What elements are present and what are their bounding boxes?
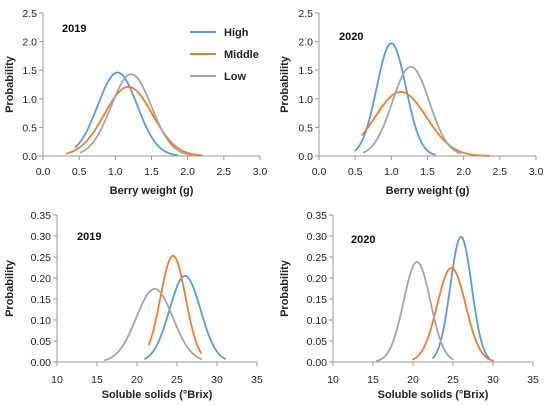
x-tick-label: 2.5	[217, 166, 232, 178]
y-tick-label: 1.0	[22, 94, 37, 106]
y-tick-label: 1.5	[22, 65, 37, 77]
y-tick-label: 0.05	[307, 336, 328, 348]
x-tick-label: 2.0	[180, 166, 195, 178]
series-line-middle	[65, 85, 204, 157]
series-line-high	[144, 274, 226, 360]
chart-panel-1: 0.0 0.5 1.0 1.5 2.0 2.5 0.0 0.5 1.0 1.5 2.0 2.5 3.0 B…	[4, 8, 267, 197]
legend-label-low: Low	[224, 71, 246, 83]
chart-panel-3: 0.00 0.05 0.10 0.15 0.20 0.25 0.30 0.35 10 15 20 25…	[4, 210, 263, 401]
x-tick-label: 15	[91, 374, 103, 386]
x-axis-label: Soluble solids (°Brix)	[102, 389, 213, 401]
x-tick-label: 1.5	[420, 166, 435, 178]
y-tick-label: 1.5	[298, 65, 313, 77]
y-tick-label: 0.25	[307, 252, 328, 264]
x-tick-label: 3.0	[529, 166, 544, 178]
x-tick-label: 0.0	[312, 166, 327, 178]
x-tick-label: 1.5	[144, 166, 159, 178]
y-axis-label: Probability	[279, 259, 291, 317]
series-line-low	[376, 261, 454, 362]
x-tick-label: 0.0	[36, 166, 51, 178]
legend: High Middle Low	[190, 27, 259, 83]
y-tick-label: 0.5	[298, 122, 313, 134]
y-tick-label: 1.0	[298, 94, 313, 106]
y-tick-label: 2.5	[22, 8, 37, 20]
series-line-low	[362, 65, 461, 155]
x-tick-label: 35	[527, 374, 539, 386]
y-tick-label: 0.30	[31, 231, 52, 243]
series-line-high	[74, 71, 178, 156]
x-tick-label: 25	[171, 374, 183, 386]
x-tick-label: 2.5	[493, 166, 508, 178]
y-tick-label: 0.10	[307, 315, 328, 327]
chart-panel-4: 0.00 0.05 0.10 0.15 0.20 0.25 0.30 0.35 10 15 20 25…	[279, 210, 539, 401]
y-tick-label: 0.10	[31, 315, 52, 327]
series-line-middle	[412, 267, 494, 362]
x-tick-label: 20	[407, 374, 419, 386]
x-tick-label: 0.5	[348, 166, 363, 178]
panel-year: 2020	[339, 31, 363, 43]
x-tick-label: 35	[251, 374, 263, 386]
x-axis-label: Soluble solids (°Brix)	[378, 389, 489, 401]
panel-year: 2020	[351, 234, 375, 246]
x-tick-label: 0.5	[72, 166, 87, 178]
panel-year: 2019	[62, 23, 86, 35]
x-tick-label: 20	[131, 374, 143, 386]
series-line-low	[79, 73, 193, 156]
x-tick-label: 10	[327, 374, 339, 386]
y-tick-label: 0.30	[307, 231, 328, 243]
x-tick-label: 30	[487, 374, 499, 386]
y-axis-label: Probability	[4, 55, 16, 113]
y-tick-label: 0.00	[307, 357, 328, 369]
x-tick-label: 1.0	[384, 166, 399, 178]
y-tick-label: 0.20	[31, 273, 52, 285]
y-tick-label: 0.0	[22, 151, 37, 163]
x-tick-label: 15	[367, 374, 379, 386]
series-line-middle	[148, 254, 202, 354]
y-tick-label: 0.20	[307, 273, 328, 285]
y-tick-label: 0.35	[307, 210, 328, 222]
x-axis-label: Berry weight (g)	[386, 185, 470, 197]
y-tick-label: 0.00	[31, 357, 52, 369]
x-tick-label: 3.0	[253, 166, 268, 178]
panel-year: 2019	[77, 231, 101, 243]
legend-label-high: High	[224, 27, 249, 39]
y-tick-label: 0.05	[31, 336, 52, 348]
y-tick-label: 0.25	[31, 252, 52, 264]
series-line-middle	[361, 91, 490, 157]
chart-panel-2: 0.0 0.5 1.0 1.5 2.0 2.5 0.0 0.5 1.0 1.5 2.0 2.5 3.0 B…	[279, 8, 543, 197]
y-tick-label: 2.0	[22, 37, 37, 49]
series-line-high	[432, 235, 490, 359]
y-axis-label: Probability	[4, 259, 16, 317]
series-line-low	[104, 288, 202, 362]
series-line-high	[354, 42, 436, 156]
y-tick-label: 2.5	[298, 8, 313, 20]
x-tick-label: 30	[211, 374, 223, 386]
x-tick-label: 1.0	[108, 166, 123, 178]
x-axis-label: Berry weight (g)	[110, 185, 194, 197]
y-tick-label: 0.15	[31, 294, 52, 306]
y-tick-label: 0.5	[22, 122, 37, 134]
y-axis-label: Probability	[279, 55, 291, 113]
legend-label-middle: Middle	[224, 49, 259, 61]
y-tick-label: 2.0	[298, 37, 313, 49]
x-tick-label: 25	[447, 374, 459, 386]
x-tick-label: 2.0	[456, 166, 471, 178]
y-tick-label: 0.35	[31, 210, 52, 222]
y-tick-label: 0.15	[307, 294, 328, 306]
y-tick-label: 0.0	[298, 151, 313, 163]
x-tick-label: 10	[51, 374, 63, 386]
